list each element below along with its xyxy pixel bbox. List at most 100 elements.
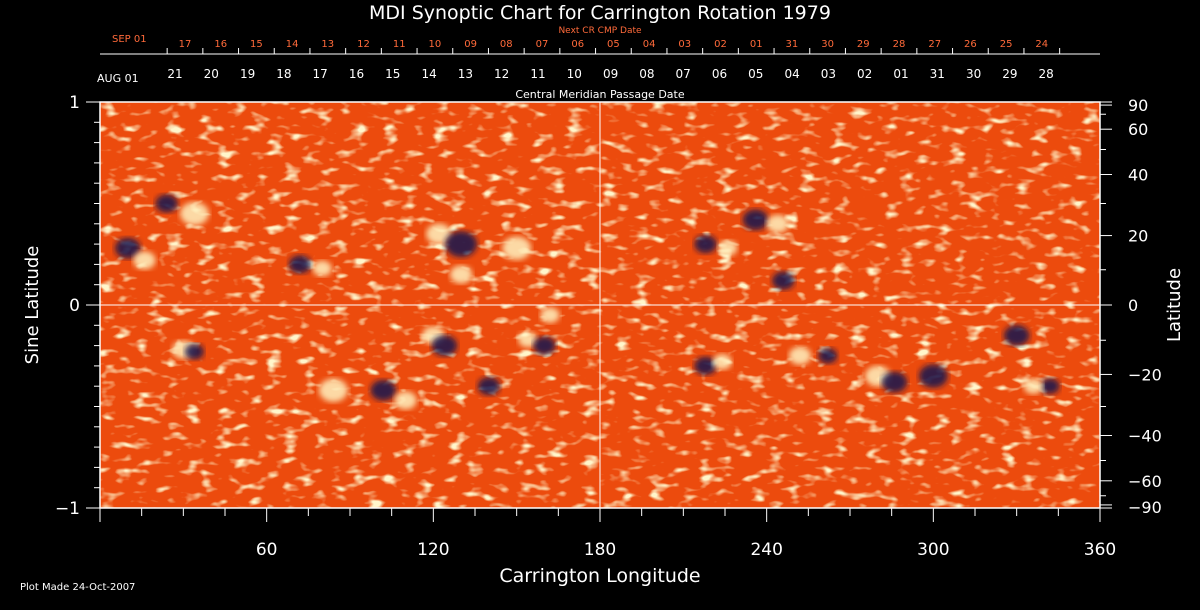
- right-y-tick-label: 40: [1128, 166, 1148, 185]
- cmp-date-label: 19: [240, 67, 255, 81]
- active-region-negative: [742, 209, 769, 231]
- cmp-date-label: 21: [167, 67, 182, 81]
- cmp-date-label: 16: [349, 67, 364, 81]
- right-y-axis: 90 60 40 20 0 −20 −40 −60 −90: [1100, 96, 1162, 517]
- right-y-tick-label: 20: [1128, 227, 1148, 246]
- top-date-label: 25: [1000, 39, 1013, 50]
- cmp-date-label: 01: [893, 67, 908, 81]
- active-region-positive: [718, 240, 738, 256]
- cmp-date-label: 30: [966, 67, 981, 81]
- top-date-label: 06: [571, 39, 584, 50]
- top-date-ticks: 17 16 15 14 13 12 11 10 09 08 07 06 05 04 03 02 01 31 30 29…: [166, 39, 1061, 54]
- active-regions: [114, 194, 1060, 410]
- active-region-positive: [788, 346, 812, 365]
- mid-date-labels: 21 20 19 18 17 16 15 14 13 12 11 10 09 08 07 06 05 04 03 02…: [167, 67, 1053, 81]
- active-region-positive: [133, 251, 156, 270]
- active-region-positive: [518, 331, 538, 348]
- active-region-negative: [918, 364, 948, 388]
- x-axis: 60 120 180 240 300 360: [99, 508, 1116, 560]
- active-region-positive: [180, 201, 209, 226]
- active-region-negative: [477, 377, 501, 396]
- cmp-date-label: 13: [458, 67, 473, 81]
- cmp-date-label: 18: [276, 67, 291, 81]
- top-date-label: 01: [750, 39, 763, 50]
- cmp-axis-label: Central Meridian Passage Date: [515, 88, 684, 101]
- right-y-tick-label: −40: [1128, 426, 1162, 445]
- cmp-date-label: 10: [567, 67, 582, 81]
- active-region-negative: [288, 255, 312, 274]
- cmp-date-label: 07: [676, 67, 691, 81]
- cmp-date-label: 06: [712, 67, 727, 81]
- top-date-label: 15: [250, 39, 263, 50]
- cmp-date-label: 14: [421, 67, 436, 81]
- top-date-label: 08: [500, 39, 513, 50]
- top-date-label: 09: [464, 39, 477, 50]
- top-date-label: 26: [964, 39, 977, 50]
- next-cr-label: Next CR CMP Date: [558, 26, 642, 36]
- active-region-negative: [818, 347, 838, 364]
- cmp-date-label: 31: [930, 67, 945, 81]
- right-y-tick-label: −20: [1128, 365, 1162, 384]
- cmp-date-label: 29: [1002, 67, 1017, 81]
- top-date-label: 02: [714, 39, 727, 50]
- cmp-date-label: 03: [821, 67, 836, 81]
- x-axis-label: Carrington Longitude: [499, 565, 700, 587]
- left-y-axis-label: Sine Latitude: [22, 246, 43, 365]
- left-y-tick-label: −1: [55, 499, 80, 519]
- cmp-date-label: 15: [385, 67, 400, 81]
- active-region-negative: [445, 231, 478, 258]
- active-region-negative: [114, 237, 141, 259]
- right-y-tick-label: 90: [1128, 96, 1148, 115]
- cmp-date-label: 20: [204, 67, 219, 81]
- x-tick-label: 360: [1084, 540, 1116, 560]
- top-date-label: 27: [928, 39, 941, 50]
- active-region-negative: [370, 379, 397, 401]
- right-y-tick-label: −60: [1128, 472, 1162, 491]
- right-y-tick-label: 0: [1128, 296, 1138, 315]
- active-region-positive: [1023, 378, 1043, 395]
- active-region-negative: [155, 194, 178, 213]
- top-date-label: 24: [1035, 39, 1048, 50]
- right-y-tick-label: 60: [1128, 120, 1148, 139]
- active-region-positive: [318, 378, 348, 402]
- top-date-label: 30: [821, 39, 834, 50]
- top-date-label: 28: [893, 39, 906, 50]
- cmp-date-label: 04: [784, 67, 799, 81]
- top-date-label: 13: [321, 39, 334, 50]
- active-region-negative: [431, 335, 458, 356]
- active-region-negative: [1003, 325, 1030, 346]
- top-date-label: 17: [179, 39, 192, 50]
- cmp-date-label: 28: [1039, 67, 1054, 81]
- active-region-negative: [694, 356, 717, 375]
- active-region-positive: [426, 223, 452, 245]
- active-region-positive: [394, 391, 417, 410]
- active-region-positive: [449, 265, 473, 284]
- active-region-negative: [694, 235, 717, 254]
- top-date-label: 05: [607, 39, 620, 50]
- top-date-label: 04: [643, 39, 656, 50]
- top-date-label: 12: [357, 39, 370, 50]
- top-date-label: 03: [678, 39, 691, 50]
- top-date-label: 16: [214, 39, 227, 50]
- right-y-axis-label: Latitude: [1164, 268, 1185, 342]
- right-y-tick-label: −90: [1128, 498, 1162, 517]
- active-region-negative: [881, 371, 908, 393]
- active-region-negative: [533, 336, 556, 355]
- top-date-label: 29: [857, 39, 870, 50]
- top-date-label: 07: [536, 39, 549, 50]
- x-tick-label: 60: [256, 540, 278, 560]
- active-region-positive: [712, 354, 732, 370]
- left-y-tick-label: 1: [69, 93, 80, 113]
- active-region-positive: [502, 236, 532, 260]
- cmp-date-label: 09: [603, 67, 618, 81]
- top-date-start: SEP 01: [112, 34, 147, 45]
- left-y-axis: 1 0 −1: [55, 93, 100, 519]
- top-date-label: 14: [286, 39, 299, 50]
- x-tick-label: 180: [584, 540, 616, 560]
- active-region-positive: [312, 260, 332, 277]
- cmp-date-label: 05: [748, 67, 763, 81]
- top-date-label: 10: [429, 39, 442, 50]
- cmp-date-label: 08: [639, 67, 654, 81]
- cmp-date-label: 02: [857, 67, 872, 81]
- active-region-negative: [772, 271, 795, 290]
